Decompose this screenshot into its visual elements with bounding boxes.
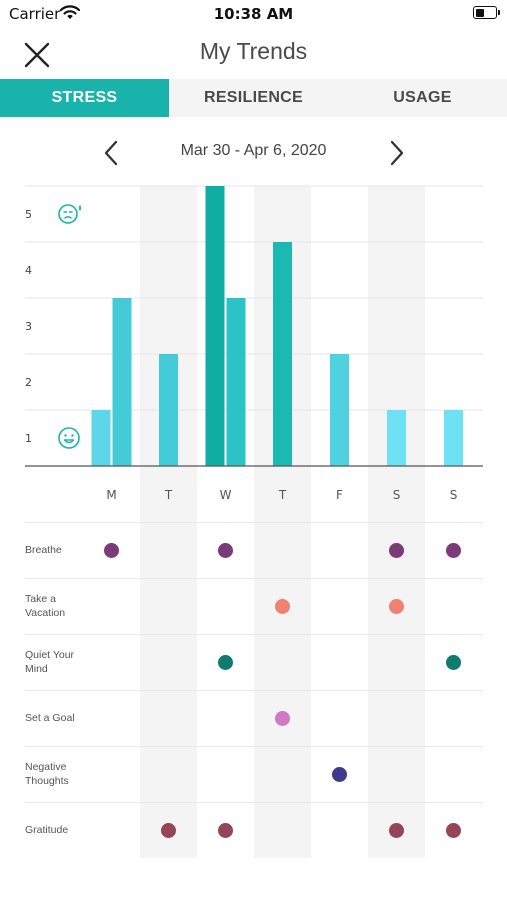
row-divider: [25, 522, 483, 523]
tab-resilience[interactable]: RESILIENCE: [203, 89, 303, 106]
activity-dot[interactable]: [275, 710, 290, 726]
x-tick-label: M: [106, 488, 117, 502]
row-divider: [25, 634, 483, 635]
activity-dot[interactable]: [389, 598, 404, 614]
happy-face-icon: [57, 425, 83, 455]
stress-bar[interactable]: [205, 186, 225, 466]
battery-icon: [473, 6, 500, 19]
stress-bar[interactable]: [91, 410, 111, 466]
page-title: My Trends: [199, 38, 308, 64]
tab-usage[interactable]: USAGE: [393, 89, 452, 106]
clock: 10:38 AM: [213, 5, 294, 23]
stress-bar[interactable]: [273, 242, 292, 466]
carrier-label: Carrier: [9, 5, 61, 23]
nav-bar: My Trends: [0, 28, 507, 78]
activity-dot[interactable]: [218, 822, 233, 838]
stress-bar[interactable]: [159, 354, 178, 466]
row-divider: [25, 690, 483, 691]
activity-dot[interactable]: [218, 654, 233, 670]
y-tick-label: 5: [25, 208, 32, 221]
stressed-face-icon: [57, 203, 85, 229]
stress-bar[interactable]: [387, 410, 406, 466]
activity-label: Quiet Your Mind: [25, 649, 75, 675]
activity-dot[interactable]: [446, 654, 461, 670]
y-tick-label: 1: [25, 432, 32, 445]
date-range-label: Mar 30 - Apr 6, 2020: [180, 142, 327, 159]
y-tick-label: 4: [25, 264, 32, 277]
activity-dot[interactable]: [389, 542, 404, 558]
row-divider: [25, 578, 483, 579]
activity-label: Set a Goal: [25, 712, 75, 724]
activity-dot[interactable]: [275, 598, 290, 614]
tab-stress[interactable]: STRESS: [0, 79, 169, 117]
activity-dot[interactable]: [218, 542, 233, 558]
stress-bar[interactable]: [112, 298, 132, 466]
tab-bar: STRESS RESILIENCE USAGE: [0, 79, 507, 117]
stress-bar[interactable]: [444, 410, 463, 466]
activity-dot[interactable]: [161, 822, 176, 838]
row-divider: [25, 746, 483, 747]
activity-dot[interactable]: [332, 766, 347, 782]
date-navigator: Mar 30 - Apr 6, 2020: [0, 133, 507, 173]
x-tick-label: S: [449, 488, 458, 502]
x-tick-label: T: [278, 488, 287, 502]
status-bar: Carrier 10:38 AM: [0, 0, 507, 28]
activity-label: Take a Vacation: [25, 593, 66, 619]
activity-label: Gratitude: [25, 824, 69, 836]
y-tick-label: 2: [25, 376, 32, 389]
x-tick-label: S: [392, 488, 401, 502]
stress-bar[interactable]: [330, 354, 349, 466]
chevron-right-icon[interactable]: [382, 137, 410, 169]
x-tick-label: F: [336, 488, 343, 502]
activity-dot[interactable]: [446, 542, 461, 558]
activity-label: Negative Thoughts: [25, 761, 69, 787]
wifi-icon: [59, 5, 81, 24]
close-icon[interactable]: [22, 40, 52, 70]
x-tick-label: W: [219, 488, 232, 502]
row-divider: [25, 802, 483, 803]
stress-bar[interactable]: [226, 298, 246, 466]
chevron-left-icon[interactable]: [98, 137, 126, 169]
y-tick-label: 3: [25, 320, 32, 333]
activity-dot[interactable]: [446, 822, 461, 838]
activity-label: Breathe: [25, 544, 62, 556]
x-tick-label: T: [164, 488, 173, 502]
stress-bar-chart: [25, 185, 483, 467]
activity-dot[interactable]: [389, 822, 404, 838]
activity-dot[interactable]: [104, 542, 119, 558]
